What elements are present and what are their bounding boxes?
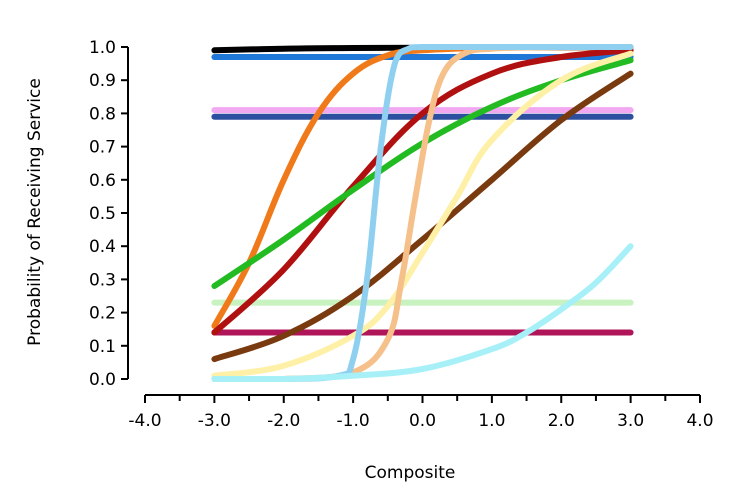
y-tick-label: 0.3 [89,270,116,290]
y-tick-label: 0.7 [89,138,116,158]
y-tick-label: 0.1 [89,337,116,357]
y-tick-label: 0.5 [89,204,116,224]
series-layer [211,43,634,383]
y-tick-label: 0.6 [89,171,116,191]
series-line-8 [211,47,634,336]
y-tick-label: 0.9 [89,71,116,91]
x-tick-label: -1.0 [337,411,370,431]
series-line-12 [211,43,634,383]
x-tick-label: 4.0 [686,411,713,431]
y-axis-title: Probability of Receiving Service [25,78,45,346]
x-axis-title: Composite [365,463,456,483]
y-tick-label: 0.0 [89,370,116,390]
x-tick-label: 0.0 [409,411,436,431]
y-tick-label: 0.2 [89,304,116,324]
ticks-layer: 0.0 0.1 0.2 0.3 0.4 0.5 0.6 0.7 0.8 0.9 1.0 -4.0 -3.… [89,38,714,431]
x-tick-label: 2.0 [548,411,575,431]
series-line-14 [211,243,634,383]
x-tick-label: 1.0 [478,411,505,431]
series-line-13 [211,43,634,383]
x-tick-label: -4.0 [128,411,161,431]
series-line-7 [211,44,634,329]
x-tick-label: 3.0 [617,411,644,431]
x-tick-label: -3.0 [198,411,231,431]
y-tick-label: 0.4 [89,237,116,257]
series-line-11 [211,50,634,379]
y-tick-label: 0.8 [89,104,116,124]
series-line-10 [211,70,634,363]
x-tick-label: -2.0 [267,411,300,431]
y-tick-label: 1.0 [89,38,116,58]
